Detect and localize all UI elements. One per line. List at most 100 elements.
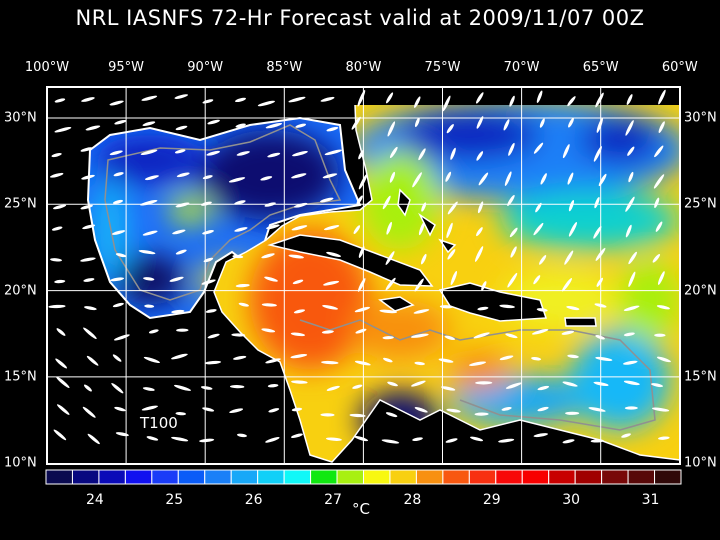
vector-arrow — [148, 329, 159, 334]
vector-arrow — [598, 173, 607, 187]
vector-arrow — [475, 246, 484, 262]
vector-arrow — [413, 96, 421, 108]
vector-arrow — [658, 436, 670, 440]
vector-arrow — [293, 309, 306, 314]
vector-arrow — [81, 97, 95, 102]
vector-arrow — [113, 334, 130, 341]
vector-arrow — [593, 226, 602, 239]
vector-arrow — [50, 258, 63, 262]
vector-arrow — [658, 121, 665, 133]
vector-arrow — [265, 122, 283, 129]
vector-arrow — [207, 333, 220, 339]
vector-arrow — [623, 360, 638, 365]
colorbar-swatch — [177, 469, 206, 485]
vector-arrow — [204, 360, 222, 365]
vector-arrow — [292, 279, 304, 285]
vector-arrow — [326, 251, 341, 257]
colorbar-swatch — [654, 469, 682, 485]
vector-arrow — [654, 333, 666, 337]
colorbar-swatch — [45, 469, 73, 485]
vector-arrow — [114, 406, 126, 412]
vector-arrow — [420, 253, 427, 265]
vector-arrow — [652, 253, 661, 263]
vector-arrow — [109, 100, 124, 106]
vector-arrow — [81, 174, 95, 180]
vector-arrow — [326, 385, 340, 391]
vector-arrow — [80, 204, 93, 210]
vector-arrow — [358, 149, 364, 160]
vector-arrow — [257, 100, 275, 107]
vector-arrow — [385, 277, 396, 291]
vector-arrow — [202, 175, 213, 180]
vector-arrow — [531, 356, 542, 361]
colorbar-swatch — [468, 469, 497, 485]
vector-arrow — [568, 200, 575, 212]
vector-arrow — [593, 381, 609, 387]
vector-arrow — [568, 117, 574, 128]
vector-arrow — [83, 278, 95, 282]
vector-arrow — [325, 437, 342, 441]
vector-arrow — [171, 309, 185, 314]
colorbar-swatch — [71, 469, 100, 485]
vector-arrow — [594, 303, 607, 308]
vector-arrow — [478, 172, 489, 186]
vector-arrow — [357, 90, 366, 107]
vector-arrow — [292, 151, 308, 157]
vector-arrow — [202, 99, 214, 104]
vector-arrow — [504, 171, 512, 186]
vector-arrow — [264, 276, 278, 282]
vector-arrow — [140, 149, 158, 156]
vector-arrow — [228, 177, 246, 183]
vector-arrow — [232, 254, 244, 259]
vector-arrow — [651, 383, 664, 388]
vector-arrow — [82, 224, 96, 230]
vector-arrow — [234, 97, 247, 103]
vector-arrow — [290, 332, 306, 337]
vector-arrow — [291, 407, 303, 412]
vector-arrow — [501, 406, 512, 411]
vector-arrow — [445, 171, 452, 182]
vector-arrow — [567, 354, 579, 359]
vector-arrow — [595, 247, 606, 261]
vector-arrow — [48, 304, 66, 309]
vector-arrow — [476, 116, 484, 129]
vector-arrow — [86, 355, 99, 366]
lon-label: 65°W — [582, 60, 619, 75]
colorbar-unit: °C — [352, 500, 370, 518]
vector-arrow — [623, 380, 640, 386]
lon-label: 95°W — [108, 60, 145, 75]
vector-arrow — [653, 174, 665, 189]
vector-arrow — [207, 119, 220, 125]
vector-arrow — [441, 386, 456, 391]
colorbar-swatch — [310, 469, 338, 485]
map-annotation: T100 — [139, 414, 178, 432]
vector-arrow — [53, 429, 67, 441]
vector-arrow — [539, 118, 545, 128]
vector-arrow — [536, 308, 548, 312]
lat-label-left: 10°N — [4, 455, 37, 471]
vector-arrow — [261, 253, 275, 259]
colorbar-swatch — [124, 469, 153, 485]
vector-arrow — [234, 200, 246, 205]
vector-arrow — [628, 171, 634, 183]
hispaniola — [438, 282, 548, 322]
vector-arrow — [326, 126, 339, 132]
colorbar-swatch — [442, 469, 470, 485]
colorbar-label: 26 — [244, 492, 263, 508]
colorbar-swatch — [230, 469, 259, 485]
vector-arrow — [49, 172, 64, 178]
vector-arrow — [469, 361, 486, 366]
lat-label-left: 25°N — [4, 196, 37, 212]
lon-label: 60°W — [661, 60, 698, 75]
colorbar-swatch — [521, 469, 550, 485]
map-frame — [46, 86, 681, 465]
vector-arrow — [381, 439, 400, 444]
vector-arrow — [444, 335, 456, 341]
vector-arrow — [450, 271, 458, 286]
vector-arrow — [229, 408, 244, 414]
vector-arrow — [113, 172, 124, 177]
vector-arrow — [588, 407, 606, 412]
vector-arrow — [174, 149, 186, 154]
colorbar-swatch — [151, 469, 179, 485]
vector-arrow — [115, 253, 127, 258]
